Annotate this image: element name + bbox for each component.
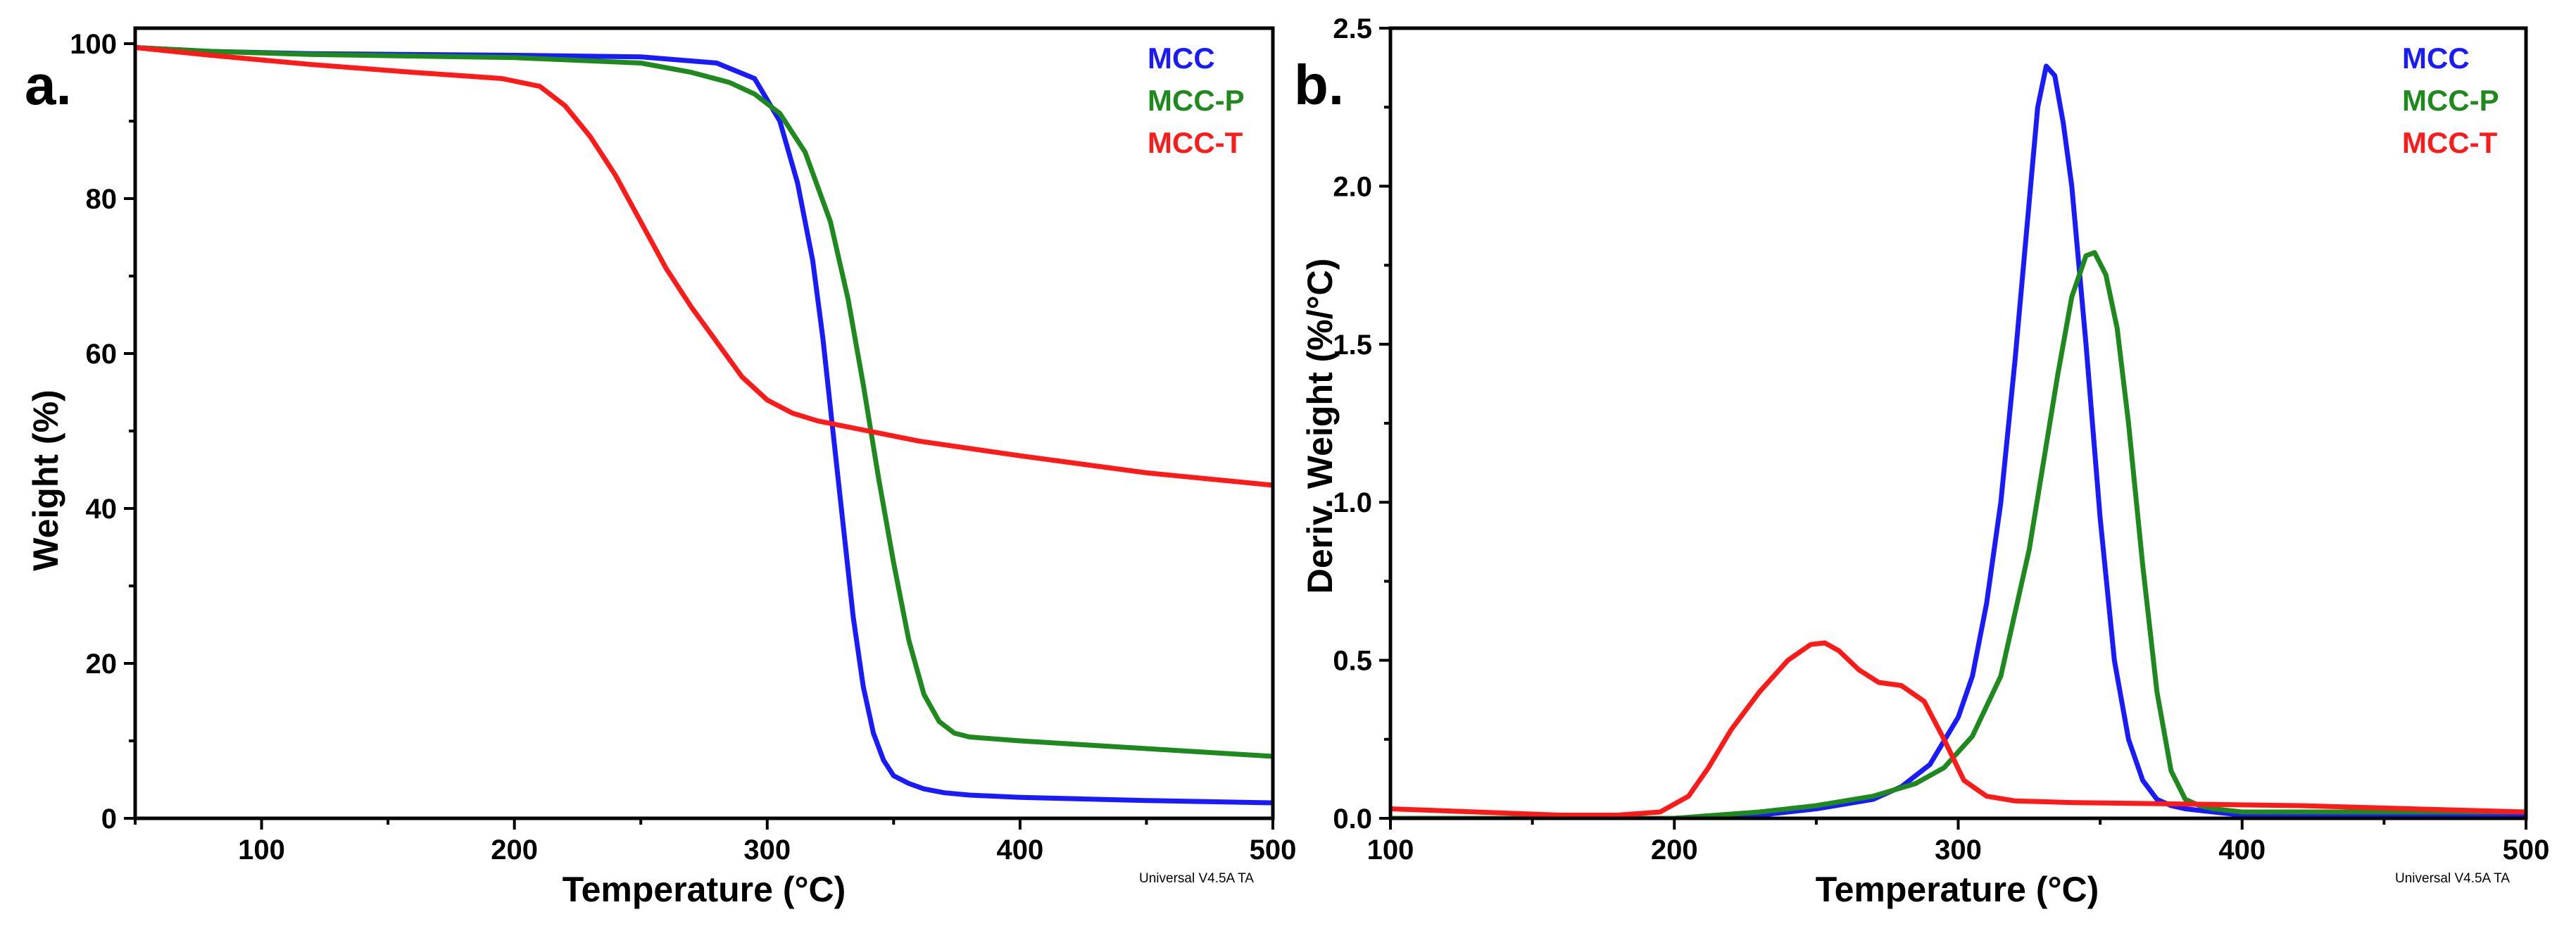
panel-b-curves [1390,63,2526,818]
panel-b-x-tick-label: 400 [2218,835,2266,866]
panel-b-legend: MCC MCC-P MCC-T [2402,42,2499,159]
panel-b-y-tick-label: 1.5 [1333,330,1372,361]
panel-b-label: b. [1294,54,1344,116]
panel-a-y-tick-label: 0 [101,804,117,835]
panel-a-series-mcc-t [135,45,1273,488]
panel-a-plot-area: 100 200 300 400 500 0 20 40 60 80 100 [70,26,1297,866]
panel-a: a. Weight (%) Temperature (°C) Universal… [25,26,1297,909]
panel-b-legend-mcc: MCC [2402,42,2470,75]
panel-a-software-note: Universal V4.5A TA [1139,871,1254,886]
panel-a-y-tick-label: 20 [86,649,118,680]
panel-a-x-axis-title: Temperature (°C) [563,870,846,909]
panel-b: b. Deriv. Weight (%/°C) Temperature (°C)… [1294,13,2549,909]
panel-a-legend-mcc-p: MCC-P [1148,84,1245,117]
panel-b-x-tick-label: 300 [1935,835,1982,866]
panel-a-x-tick-label: 300 [743,835,791,866]
panel-a-y-tick-label: 80 [86,184,118,215]
panel-b-x-tick-label: 500 [2503,835,2550,866]
panel-a-series-mcc [135,45,1273,806]
panel-b-y-tick-label: 2.5 [1333,13,1372,44]
panel-a-x-tick-label: 400 [997,835,1044,866]
panel-a-plot-frame [133,26,1275,820]
panel-b-legend-mcc-p: MCC-P [2402,84,2499,117]
panel-b-y-tick-label: 1.0 [1333,487,1372,518]
panel-a-series-mcc-p [135,45,1273,759]
panel-a-y-tick-label: 40 [86,494,118,525]
panel-a-y-tick-label: 60 [86,339,118,370]
panel-a-y-tick-label: 100 [70,29,117,60]
panel-a-y-axis-title: Weight (%) [26,389,65,570]
panel-a-x-tick-label: 100 [238,835,285,866]
panel-b-series-mcc [1390,63,2526,818]
panel-b-x-axis-title: Temperature (°C) [1816,870,2099,909]
panel-b-x-tick-label: 200 [1651,835,1698,866]
panel-a-x-tick-label: 500 [1250,835,1297,866]
panel-b-x-tick-label: 100 [1367,835,1414,866]
panel-a-curves [135,45,1273,806]
panel-b-y-tick-label: 0.5 [1333,646,1372,677]
panel-b-series-mcc-t [1390,640,2526,818]
panel-b-software-note: Universal V4.5A TA [2395,871,2510,886]
panel-a-legend-mcc-t: MCC-T [1148,126,1243,159]
panel-b-plot-frame [1388,26,2528,820]
panel-b-series-mcc-p [1390,250,2526,818]
panel-b-y-axis-title: Deriv. Weight (%/°C) [1300,258,1340,594]
panel-a-legend-mcc: MCC [1148,42,1215,75]
panel-a-label: a. [25,54,72,116]
panel-b-plot-area: 100 200 300 400 500 0.0 0.5 1.0 1.5 2.0 2.5 [1333,13,2549,866]
panel-b-legend-mcc-t: MCC-T [2402,126,2498,159]
panel-b-y-tick-label: 0.0 [1333,804,1372,835]
panel-a-legend: MCC MCC-P MCC-T [1148,42,1245,159]
panel-b-y-tick-label: 2.0 [1333,171,1372,202]
panel-a-x-tick-label: 200 [491,835,538,866]
